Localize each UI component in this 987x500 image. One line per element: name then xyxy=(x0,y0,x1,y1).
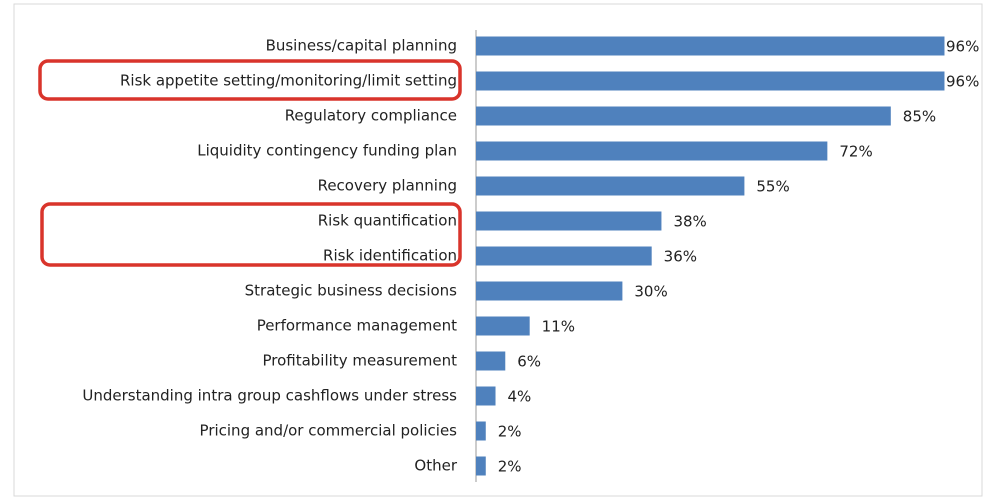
highlight-box xyxy=(38,59,462,101)
bar xyxy=(476,386,496,406)
value-label: 38% xyxy=(673,213,706,231)
bar xyxy=(476,36,945,56)
category-label: Strategic business decisions xyxy=(245,282,458,300)
value-label: 72% xyxy=(839,143,872,161)
bar xyxy=(476,281,623,301)
value-label: 55% xyxy=(756,178,789,196)
value-label: 96% xyxy=(946,38,979,56)
value-label: 11% xyxy=(542,318,575,336)
category-label: Business/capital planning xyxy=(266,37,457,55)
bar xyxy=(476,71,945,91)
category-label: Pricing and/or commercial policies xyxy=(200,422,458,440)
bar xyxy=(476,211,662,231)
category-label: Understanding intra group cashflows unde… xyxy=(82,387,457,405)
bar xyxy=(476,141,828,161)
value-label: 2% xyxy=(498,458,522,476)
category-label: Regulatory compliance xyxy=(285,107,457,125)
category-label: Risk quantification xyxy=(318,212,457,230)
bar xyxy=(476,456,486,476)
highlight-box xyxy=(40,202,462,267)
category-label: Performance management xyxy=(257,317,457,335)
bar xyxy=(476,316,530,336)
category-label: Profitability measurement xyxy=(262,352,457,370)
chart-frame xyxy=(13,3,983,497)
category-label: Risk identification xyxy=(323,247,457,265)
value-label: 6% xyxy=(517,353,541,371)
category-label: Other xyxy=(414,457,457,475)
value-label: 2% xyxy=(498,423,522,441)
value-label: 85% xyxy=(903,108,936,126)
value-label: 4% xyxy=(508,388,532,406)
value-label: 30% xyxy=(634,283,667,301)
category-label: Recovery planning xyxy=(318,177,457,195)
bar xyxy=(476,351,506,371)
category-label: Risk appetite setting/monitoring/limit s… xyxy=(120,72,457,90)
bar xyxy=(476,106,891,126)
bar xyxy=(476,421,486,441)
bar xyxy=(476,246,652,266)
value-label: 36% xyxy=(664,248,697,266)
category-label: Liquidity contingency funding plan xyxy=(197,142,457,160)
bar xyxy=(476,176,745,196)
value-label: 96% xyxy=(946,73,979,91)
